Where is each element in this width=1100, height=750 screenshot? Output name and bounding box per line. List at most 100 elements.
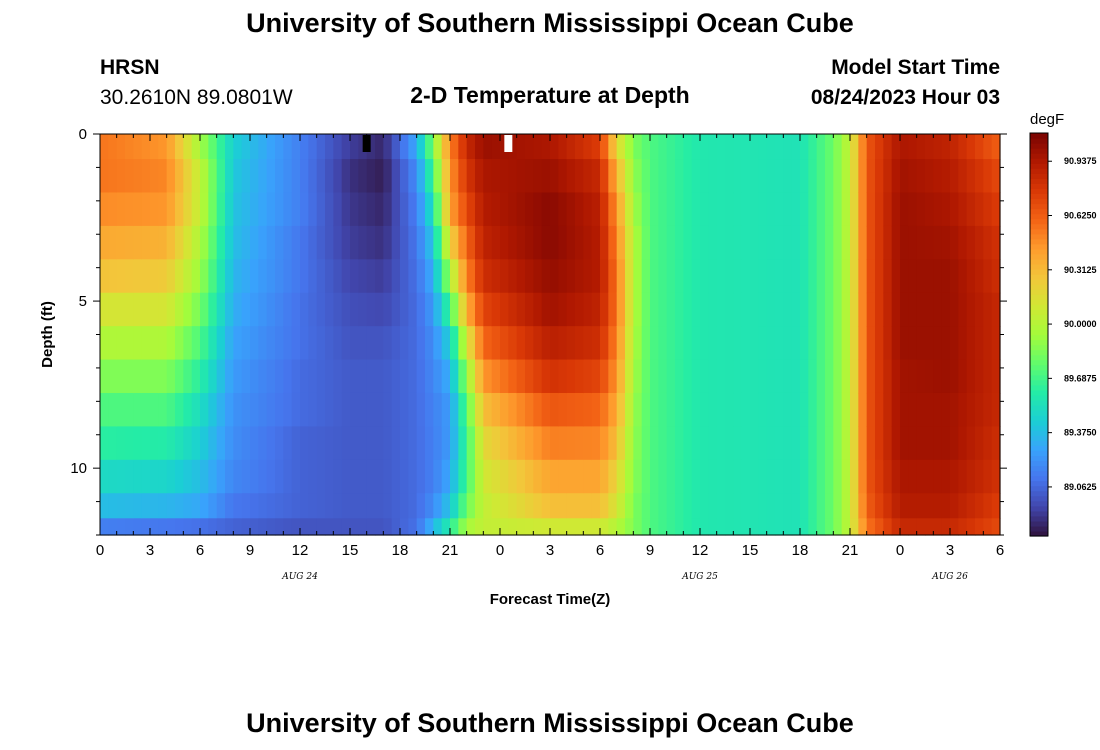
colorbar-segment	[1030, 420, 1048, 426]
heatmap-cell	[141, 159, 151, 194]
heatmap-cell	[108, 459, 118, 494]
heatmap-cell	[908, 459, 918, 494]
heatmap-cell	[883, 493, 893, 519]
heatmap-cell	[441, 518, 451, 536]
x-date-label: AUG 25	[681, 572, 718, 582]
heatmap-cell	[691, 459, 701, 494]
heatmap-cell	[350, 426, 359, 461]
heatmap-cell	[416, 518, 426, 536]
heatmap-cell	[975, 459, 984, 494]
heatmap-cell	[575, 225, 584, 260]
heatmap-cell	[208, 359, 218, 394]
heatmap-cell	[116, 493, 126, 519]
heatmap-cell	[466, 518, 476, 536]
heatmap-cell	[550, 518, 559, 536]
heatmap-cell	[433, 192, 443, 227]
heatmap-cell	[858, 259, 868, 294]
heatmap-cell	[858, 134, 868, 160]
heatmap-cell	[875, 159, 884, 194]
heatmap-cell	[275, 392, 284, 427]
heatmap-cell	[208, 134, 218, 160]
heatmap-cell	[391, 326, 401, 361]
heatmap-cell	[508, 192, 518, 227]
heatmap-cell	[433, 493, 443, 519]
heatmap-cell	[300, 359, 309, 394]
heatmap-cell	[800, 493, 809, 519]
heatmap-cell	[658, 459, 668, 494]
heatmap-cell	[291, 225, 301, 260]
heatmap-cell	[558, 134, 568, 160]
heatmap-cell	[666, 326, 676, 361]
colorbar-segment	[1030, 410, 1048, 416]
heatmap-cell	[875, 426, 884, 461]
heatmap-cell	[441, 459, 451, 494]
heatmap-cell	[500, 359, 509, 394]
heatmap-cell	[783, 259, 793, 294]
heatmap-cell	[916, 259, 926, 294]
colorbar-segment	[1030, 304, 1048, 310]
heatmap-cell	[458, 134, 468, 160]
heatmap-cell	[766, 326, 776, 361]
heatmap-cell	[933, 292, 943, 327]
heatmap-cell	[200, 493, 209, 519]
heatmap-cell	[825, 326, 834, 361]
heatmap-cell	[950, 326, 959, 361]
heatmap-cell	[700, 359, 709, 394]
heatmap-cell	[750, 192, 759, 227]
heatmap-cell	[300, 426, 309, 461]
heatmap-cell	[466, 159, 476, 194]
heatmap-cell	[941, 493, 951, 519]
heatmap-cell	[125, 259, 134, 294]
heatmap-cell	[425, 392, 434, 427]
heatmap-cell	[666, 292, 676, 327]
colorbar-segment	[1030, 394, 1048, 401]
heatmap-cell	[291, 518, 301, 536]
heatmap-cell	[633, 225, 643, 260]
heatmap-cell	[658, 493, 668, 519]
heatmap-cell	[275, 518, 284, 536]
heatmap-cell	[675, 493, 684, 519]
colorbar-segment	[1030, 344, 1048, 351]
heatmap-cell	[766, 426, 776, 461]
heatmap-cell	[833, 392, 843, 427]
heatmap-cell	[341, 359, 351, 394]
heatmap-cell	[758, 359, 768, 394]
heatmap-cell	[225, 292, 234, 327]
heatmap-cell	[700, 326, 709, 361]
heatmap-cell	[400, 459, 409, 494]
heatmap-cell	[191, 392, 201, 427]
heatmap-cell	[966, 326, 976, 361]
heatmap-cell	[233, 192, 243, 227]
heatmap-cell	[966, 134, 976, 160]
colorbar-segment	[1030, 374, 1048, 381]
heatmap-cell	[491, 259, 501, 294]
colorbar-segment	[1030, 440, 1048, 446]
heatmap-cell	[783, 159, 793, 194]
heatmap-cell	[525, 493, 534, 519]
heatmap-cell	[191, 459, 201, 494]
heatmap-cell	[300, 392, 309, 427]
heatmap-cell	[925, 134, 934, 160]
heatmap-cell	[491, 225, 501, 260]
heatmap-cell	[558, 259, 568, 294]
colorbar-segment	[1030, 269, 1048, 275]
heatmap-cell	[383, 134, 393, 160]
heatmap-cell	[691, 518, 701, 536]
heatmap-cell	[216, 225, 226, 260]
heatmap-cell	[908, 159, 918, 194]
heatmap-cell	[341, 259, 351, 294]
heatmap-cell	[800, 134, 809, 160]
heatmap-cell	[483, 292, 493, 327]
heatmap-cell	[916, 493, 926, 519]
heatmap-cell	[991, 359, 1001, 394]
heatmap-cell	[416, 392, 426, 427]
heatmap-cell	[500, 259, 509, 294]
heatmap-cell	[700, 392, 709, 427]
heatmap-cell	[816, 326, 826, 361]
heatmap-cell	[550, 292, 559, 327]
heatmap-cell	[858, 159, 868, 194]
heatmap-cell	[816, 518, 826, 536]
heatmap-cell	[825, 134, 834, 160]
heatmap-cell	[316, 292, 326, 327]
heatmap-cell	[350, 159, 359, 194]
